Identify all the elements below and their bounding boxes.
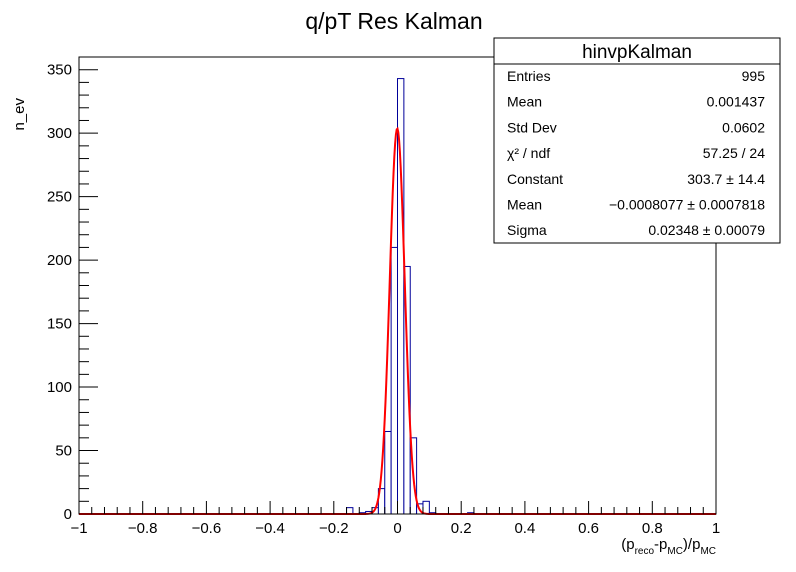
x-axis-title-sub: reco [635, 546, 655, 557]
y-axis-title: n_ev [11, 98, 28, 131]
stats-row-label: Mean [507, 197, 542, 213]
stats-row-label: Entries [507, 68, 551, 84]
y-tick-label: 300 [47, 125, 72, 142]
x-tick-label: −0.6 [192, 520, 222, 537]
y-tick-label: 250 [47, 189, 72, 206]
stats-row-value: −0.0008077 ± 0.0007818 [609, 197, 765, 213]
x-axis-title: (preco-pMC)/pMC [621, 536, 716, 557]
x-tick-label: −0.2 [319, 520, 349, 537]
x-tick-label: 0.4 [514, 520, 535, 537]
stats-row-value: 0.001437 [707, 94, 766, 110]
x-axis-title-part: )/p [683, 536, 701, 553]
stats-row-value: 0.02348 ± 0.00079 [648, 222, 765, 238]
chart-title: q/pT Res Kalman [305, 8, 482, 34]
stats-row-value: 303.7 ± 14.4 [687, 171, 765, 187]
y-tick-label: 0 [64, 506, 72, 523]
stats-row-label: Sigma [507, 222, 547, 238]
x-tick-label: 1 [712, 520, 720, 537]
stats-row-label: Std Dev [507, 119, 557, 135]
x-tick-label: −1 [70, 520, 87, 537]
x-tick-label: −0.8 [128, 520, 158, 537]
stats-row-value: 57.25 / 24 [703, 145, 765, 161]
histogram-bin [384, 430, 392, 515]
histogram-bin [390, 246, 399, 515]
stats-box-frame [493, 37, 781, 244]
svg-text:(preco-pMC)/pMC: (preco-pMC)/pMC [621, 536, 716, 557]
x-axis-title-sub: MC [667, 546, 683, 557]
y-tick-label: 200 [47, 252, 72, 269]
stats-row-value: 995 [742, 68, 766, 84]
y-tick-label: 150 [47, 316, 72, 333]
y-tick-label: 100 [47, 379, 72, 396]
x-tick-label: 0.8 [642, 520, 663, 537]
stats-row-label: Constant [507, 171, 563, 187]
x-axis-title-part: -p [654, 536, 667, 553]
stats-row-label: χ² / ndf [507, 145, 550, 161]
stats-row-value: 0.0602 [722, 119, 765, 135]
x-axis-title-sub: MC [700, 546, 716, 557]
x-tick-label: 0.2 [451, 520, 472, 537]
plot-area: −1 −0.8 −0.6 −0.4 −0.2 0 0.2 0.4 0.6 0.8 1 0 50 100 15… [47, 56, 720, 537]
y-tick-label: 350 [47, 62, 72, 79]
histogram-bin [422, 500, 430, 515]
y-tick-label: 50 [55, 443, 72, 460]
stats-box-title: hinvpKalman [582, 42, 692, 63]
x-tick-label: 0 [393, 520, 401, 537]
x-axis-title-part: (p [621, 536, 634, 553]
x-tick-label: −0.4 [255, 520, 285, 537]
stats-box: hinvpKalman Entries 995 Mean 0.001437 Std De… [493, 37, 781, 244]
stats-row-label: Mean [507, 94, 542, 110]
x-tick-label: 0.6 [578, 520, 599, 537]
